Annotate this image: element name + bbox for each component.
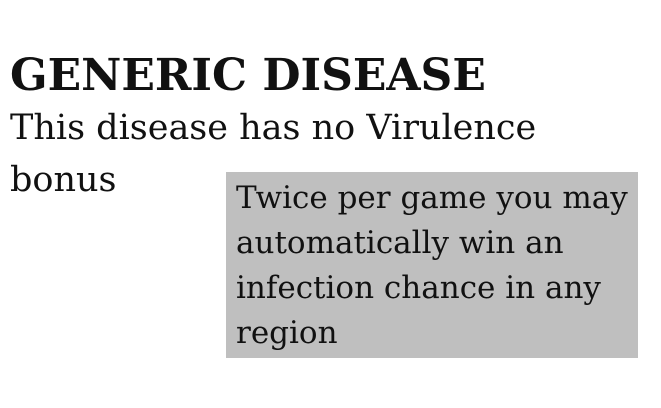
ability-box: Twice per game you may automatically win… bbox=[226, 172, 638, 358]
disease-title: GENERIC DISEASE bbox=[10, 50, 486, 101]
ability-text: Twice per game you may automatically win… bbox=[236, 180, 628, 351]
virulence-description: This disease has no Virulence bonus bbox=[10, 108, 537, 200]
